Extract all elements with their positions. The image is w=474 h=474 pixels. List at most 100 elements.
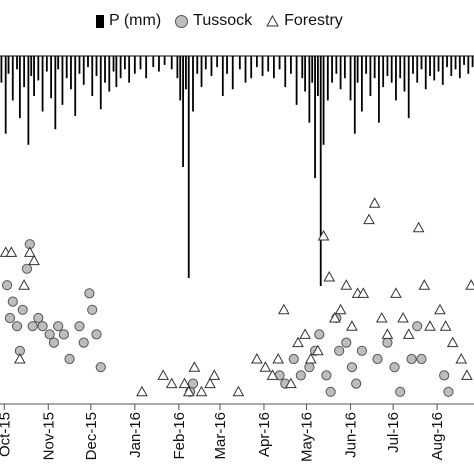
precip-bar — [322, 56, 325, 145]
precip-bar — [458, 56, 461, 79]
precip-bar — [311, 56, 314, 83]
precip-bar — [11, 56, 14, 101]
precip-bar — [441, 56, 444, 85]
forestry-point — [446, 336, 459, 348]
precip-bar — [314, 56, 316, 179]
precip-bar — [301, 56, 304, 79]
tussock-point — [389, 362, 400, 373]
forestry-point — [188, 361, 201, 372]
precip-bar — [261, 56, 264, 76]
precip-bar — [250, 56, 253, 79]
precip-bar — [424, 56, 427, 90]
precipitation-bars — [0, 55, 474, 286]
tussock-point — [412, 321, 423, 332]
legend-label-tussock: Tussock — [193, 12, 253, 29]
forestry-point — [439, 320, 452, 331]
precip-bar — [45, 56, 48, 72]
x-axis — [0, 403, 474, 410]
tussock-point — [87, 304, 98, 315]
forestry-point — [418, 279, 431, 290]
tussock-point — [58, 329, 69, 340]
tussock-point — [1, 280, 13, 291]
precip-bar — [4, 56, 7, 134]
precip-bar — [437, 56, 440, 72]
precip-bar — [78, 56, 81, 74]
forestry-point — [455, 352, 468, 364]
precip-bar — [382, 56, 385, 88]
x-tick-label: Oct-15 — [0, 412, 13, 457]
precip-bar — [37, 56, 40, 81]
tussock-point — [4, 312, 16, 324]
x-tick-label: Dec-15 — [83, 412, 100, 460]
legend-label-precip: P (mm) — [109, 12, 162, 29]
forestry-point — [178, 377, 191, 389]
precip-bar — [119, 56, 122, 79]
precip-bar — [176, 56, 179, 79]
forestry-point — [292, 336, 304, 348]
tussock-point — [187, 378, 199, 389]
precip-bar — [139, 56, 142, 70]
forestry-point — [251, 352, 263, 364]
forestry-point — [285, 377, 297, 389]
precip-bar — [331, 56, 333, 83]
forestry-point — [304, 352, 317, 364]
tussock-point — [95, 362, 106, 373]
tussock-point — [314, 329, 325, 340]
precip-bar — [221, 56, 224, 96]
precip-bar — [349, 56, 352, 101]
precip-bar — [244, 56, 247, 83]
precip-bar — [343, 56, 346, 79]
forestry-point — [412, 221, 425, 233]
forestry-point — [28, 254, 40, 266]
precip-bar — [378, 56, 380, 123]
precip-bar — [61, 56, 64, 105]
x-tick-label: May-16 — [299, 412, 316, 462]
precip-bar — [231, 56, 234, 90]
precip-bar — [238, 56, 241, 70]
forestry-point — [195, 385, 208, 397]
forestry-point — [204, 377, 216, 389]
precip-bar — [326, 56, 329, 101]
forestry-point — [397, 311, 409, 323]
forestry-point — [434, 303, 446, 315]
precip-bar — [18, 56, 21, 119]
precip-bar — [335, 56, 338, 74]
tussock-point — [295, 370, 306, 381]
x-tick-label: Feb-16 — [171, 412, 188, 460]
tussock-point — [325, 386, 336, 397]
precip-bar — [33, 56, 35, 96]
precip-bar — [185, 56, 187, 90]
forestry-point — [465, 279, 474, 290]
precip-bar — [416, 56, 419, 83]
triangle-marker-icon — [266, 15, 279, 27]
precip-bar — [70, 56, 72, 90]
precip-bar — [278, 56, 281, 70]
tussock-point — [11, 321, 23, 332]
legend-item-tussock: Tussock — [175, 12, 252, 30]
tussock-point — [33, 312, 44, 324]
forestry-point — [272, 352, 285, 364]
precip-bar — [123, 56, 126, 70]
precip-bar — [41, 56, 44, 112]
forestry-point — [232, 385, 245, 397]
x-tick-label: Mar-16 — [212, 412, 229, 460]
tussock-point — [351, 378, 362, 389]
precip-bar — [158, 56, 160, 72]
precip-bar — [463, 56, 465, 65]
tussock-point — [395, 386, 406, 397]
precip-bar — [365, 56, 368, 74]
precip-bar — [290, 56, 292, 74]
precip-bar — [450, 56, 453, 76]
forestry-point — [14, 352, 26, 364]
precip-bar — [91, 56, 94, 96]
tussock-point — [7, 296, 18, 307]
precip-bar — [133, 56, 136, 74]
precip-bar — [399, 56, 402, 79]
precip-bar — [308, 56, 311, 123]
tussock-point — [356, 345, 367, 356]
precip-bar — [200, 56, 203, 88]
precip-bar — [163, 56, 166, 65]
precip-bar — [467, 56, 470, 74]
precip-bar — [0, 56, 3, 83]
